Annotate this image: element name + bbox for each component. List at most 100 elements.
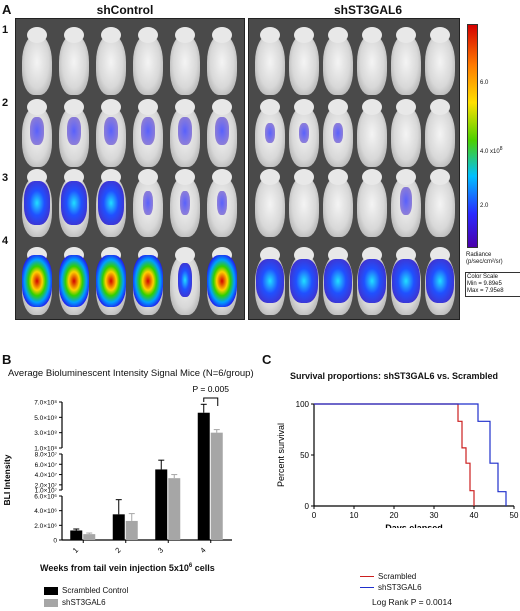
legend-scrambled-control: Scrambled Control: [44, 586, 128, 595]
bli-signal-blob: [96, 255, 126, 307]
mouse-image: [357, 27, 387, 95]
bli-x-axis-label: Weeks from tail vein injection 5x106 cel…: [40, 563, 215, 573]
legend-label-sh-survival: shST3GAL6: [378, 583, 422, 592]
mouse-head: [27, 27, 47, 43]
mouse-image: [255, 27, 285, 95]
bli-signal-blob: [22, 255, 52, 307]
bli-signal-blob: [178, 117, 192, 145]
color-scale-max: Max = 7.95e8: [467, 288, 504, 294]
mouse-image: [323, 99, 353, 167]
panel-c-letter: C: [262, 352, 272, 367]
bli-signal-blob: [59, 255, 89, 307]
mouse-image: [207, 99, 237, 167]
bar-scrambled-control: [197, 412, 210, 540]
mouse-image: [289, 99, 319, 167]
survival-x-axis-label: Days elapsed: [385, 523, 443, 528]
mouse-image: [425, 169, 455, 237]
mouse-head: [175, 169, 195, 185]
mouse-head: [27, 99, 47, 115]
mouse-image: [391, 247, 421, 315]
mouse-image: [391, 99, 421, 167]
bli-signal-blob: [133, 255, 163, 307]
mouse-image: [289, 27, 319, 95]
mouse-image: [170, 247, 200, 315]
mouse-head: [212, 27, 232, 43]
mouse-head: [396, 99, 416, 115]
mouse-head: [328, 169, 348, 185]
bli-signal-blob: [290, 259, 318, 303]
bli-y-axis-label: BLI Intensity: [2, 454, 12, 505]
mouse-image: [59, 169, 89, 237]
mouse-image: [357, 99, 387, 167]
bli-signal-blob: [333, 123, 343, 143]
legend-label-scrambled: Scrambled: [378, 572, 417, 581]
mouse-image: [133, 27, 163, 95]
survival-line-scrambled: [314, 403, 475, 506]
row-label-2: 2: [2, 97, 9, 109]
legend-sh-survival: shST3GAL6: [360, 583, 422, 592]
legend-label-sh: shST3GAL6: [62, 598, 106, 607]
mouse-head: [175, 27, 195, 43]
mouse-image: [22, 169, 52, 237]
y-tick-label: 2.0×10⁶: [34, 523, 57, 530]
y-tick-label: 6.0×10⁷: [35, 462, 58, 469]
color-scale-min: Min = 9.89e5: [467, 281, 502, 287]
y-tick-label: 1.0×10⁷: [35, 488, 58, 495]
y-tick-label: 6.0×10⁶: [34, 494, 57, 501]
bar-scrambled-control: [155, 469, 168, 540]
survival-chart: 0 50 100 0 10 20 30 40 50 Percent survival Days el…: [276, 400, 519, 528]
bli-signal-blob: [104, 117, 118, 145]
y-tick-label: 2.0×10⁷: [35, 482, 58, 489]
color-scale-title: Color Scale: [467, 274, 499, 280]
legend-swatch-control: [44, 586, 58, 595]
bli-signal-blob: [207, 255, 237, 307]
mouse-image: [170, 27, 200, 95]
bli-signal-blob: [299, 123, 309, 143]
y-tick-label: 0: [53, 538, 57, 545]
bli-signal-blob: [61, 181, 87, 225]
survival-chart-title: Survival proportions: shST3GAL6 vs. Scra…: [290, 371, 499, 381]
shst3gal6-bli-image: [248, 18, 460, 320]
mouse-head: [138, 27, 158, 43]
mouse-image: [170, 169, 200, 237]
colorbar-tick-2: 2.0: [480, 203, 489, 209]
bli-signal-blob: [400, 187, 412, 215]
mouse-head: [294, 169, 314, 185]
color-scale-box: Color Scale Min = 9.89e5 Max = 7.95e8: [465, 272, 520, 297]
mouse-image: [59, 247, 89, 315]
mouse-head: [430, 169, 450, 185]
mouse-image: [207, 27, 237, 95]
y-tick-label: 7.0×10⁸: [34, 400, 57, 407]
survival-y-axis-label: Percent survival: [276, 423, 286, 487]
survival-x-tick-label: 0: [312, 511, 317, 520]
mouse-image: [425, 27, 455, 95]
mouse-image: [96, 27, 126, 95]
row-label-1: 1: [2, 24, 9, 36]
survival-x-tick-label: 30: [430, 511, 439, 520]
shcontrol-bli-image: [15, 18, 245, 320]
bar-scrambled-control: [112, 514, 125, 540]
bli-signal-blob: [30, 117, 44, 145]
legend-swatch-sh: [44, 598, 58, 607]
mouse-image: [323, 247, 353, 315]
mouse-head: [101, 99, 121, 115]
mouse-head: [138, 169, 158, 185]
mouse-image: [96, 169, 126, 237]
bli-signal-blob: [141, 117, 155, 145]
y-tick-label: 5.0×10⁸: [34, 415, 57, 422]
colorbar-tick-4: 4.0 x108: [480, 146, 503, 155]
mouse-head: [396, 27, 416, 43]
mouse-image: [289, 169, 319, 237]
radiance-colorbar: [467, 24, 478, 248]
mouse-head: [138, 99, 158, 115]
bli-signal-blob: [217, 191, 227, 215]
bar-shst3gal6: [210, 432, 223, 540]
mouse-head: [362, 99, 382, 115]
mouse-image: [255, 99, 285, 167]
mouse-head: [260, 99, 280, 115]
mouse-head: [294, 27, 314, 43]
significance-pvalue: P = 0.005: [193, 384, 230, 394]
y-tick-label: 4.0×10⁶: [34, 508, 57, 515]
mouse-image: [133, 169, 163, 237]
